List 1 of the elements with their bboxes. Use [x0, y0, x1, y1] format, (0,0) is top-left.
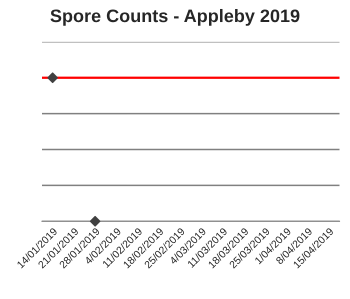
chart-title: Spore Counts - Appleby 2019 — [50, 8, 300, 26]
